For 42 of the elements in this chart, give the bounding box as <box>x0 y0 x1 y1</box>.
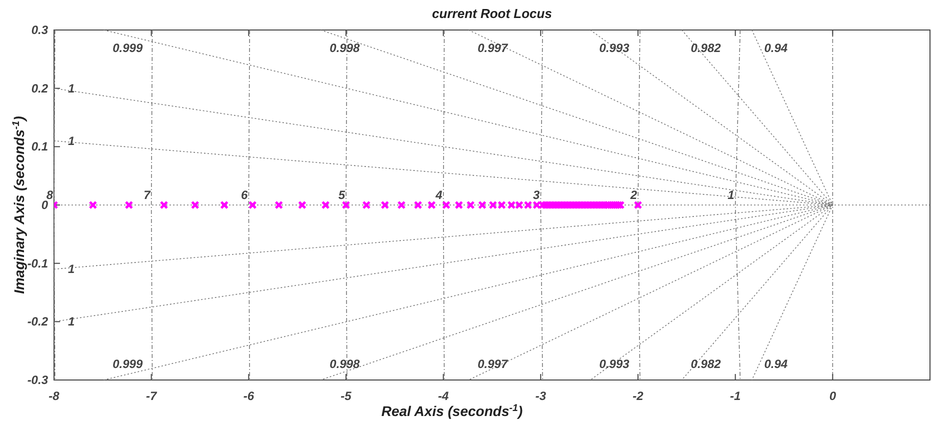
x-tick-label: -8 <box>48 389 60 403</box>
annotation: 0.993 <box>599 41 630 55</box>
x-tick-label: -6 <box>243 389 254 403</box>
annotation: 1 <box>68 134 75 148</box>
annotation: 1 <box>728 188 735 202</box>
annotation: 0.999 <box>112 357 143 371</box>
annotation: 1 <box>68 81 75 96</box>
annotation: 0.993 <box>599 357 630 371</box>
annotation: 0.997 <box>478 41 509 55</box>
annotation: 1 <box>68 262 75 276</box>
y-tick-label: 0 <box>41 198 48 212</box>
annotation: 0.997 <box>478 357 509 371</box>
x-tick-label: -5 <box>340 389 352 403</box>
y-tick-label: 0.1 <box>31 140 48 154</box>
annotation: 8 <box>46 188 54 202</box>
x-tick-label: -2 <box>632 389 644 403</box>
y-tick-label: 0.2 <box>31 81 48 96</box>
annotation: 0.982 <box>690 357 722 371</box>
annotation: 0.998 <box>330 357 360 371</box>
x-tick-label: 0 <box>829 389 836 403</box>
y-tick-label: 0.3 <box>31 23 48 37</box>
x-tick-label: -3 <box>535 389 546 403</box>
annotation: 0.982 <box>690 41 722 55</box>
annotation: 0.998 <box>330 41 360 55</box>
chart-title: current Root Locus <box>432 6 552 21</box>
x-axis-title: Real Axis (seconds$^{-1}$) <box>381 402 523 419</box>
annotation: 0.94 <box>764 357 788 371</box>
annotation: 0.94 <box>764 41 788 55</box>
y-tick-label: -0.3 <box>27 373 48 387</box>
annotation: 6 <box>240 188 248 202</box>
annotation: 3 <box>532 188 540 202</box>
x-tick-label: -4 <box>438 389 449 403</box>
annotation: 1 <box>68 314 75 329</box>
annotation: 7 <box>144 188 152 202</box>
y-tick-label: -0.1 <box>27 256 48 270</box>
x-tick-label: -7 <box>146 389 158 403</box>
annotation: 5 <box>338 188 346 202</box>
annotation: 2 <box>629 188 638 202</box>
annotation: 0.999 <box>112 41 143 55</box>
annotation: 4 <box>434 188 443 202</box>
x-tick-label: -1 <box>730 389 741 403</box>
y-tick-label: -0.2 <box>27 314 48 329</box>
